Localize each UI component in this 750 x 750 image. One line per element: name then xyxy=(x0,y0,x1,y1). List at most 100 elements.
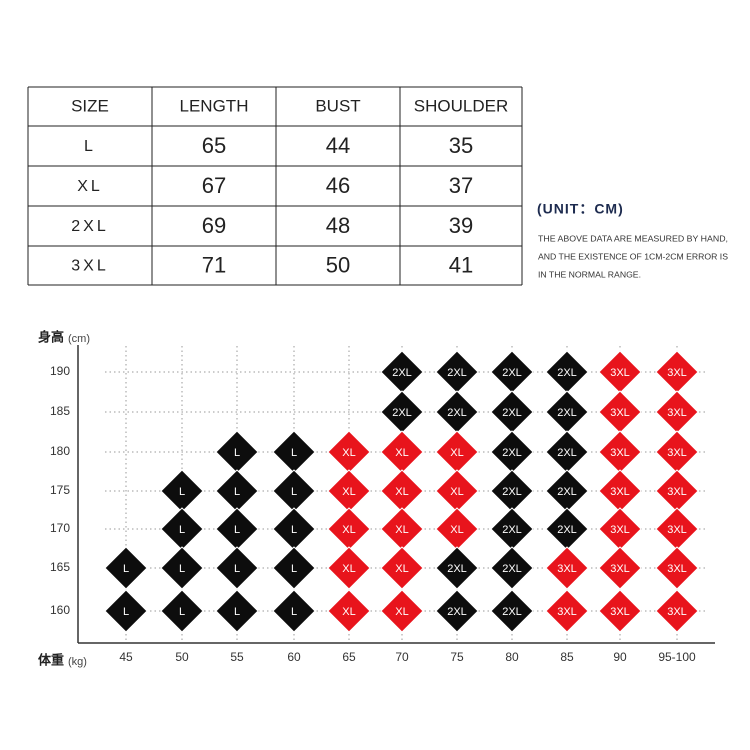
value-cell: 67 xyxy=(202,173,226,198)
size-label: XL xyxy=(395,524,408,536)
size-diamond xyxy=(104,589,148,633)
size-label: 3XL xyxy=(557,606,577,618)
y-tick-label: 175 xyxy=(50,483,70,497)
size-label: 2XL xyxy=(502,447,522,459)
value-cell: 48 xyxy=(326,213,350,238)
value-cell: 37 xyxy=(449,173,473,198)
size-label: XL xyxy=(450,447,463,459)
size-diamond xyxy=(215,546,259,590)
size-diamond xyxy=(435,546,479,590)
size-label: 3XL xyxy=(610,407,630,419)
size-label: L xyxy=(179,486,185,498)
value-cell: 46 xyxy=(326,173,350,198)
size-label: XL xyxy=(342,606,355,618)
size-label: L xyxy=(234,447,240,459)
size-diamond xyxy=(545,546,589,590)
size-label: L xyxy=(291,486,297,498)
size-label: 2XL xyxy=(502,367,522,379)
size-diamond xyxy=(490,546,534,590)
size-diamond xyxy=(215,589,259,633)
size-label: 3XL xyxy=(610,447,630,459)
size-label: 2XL xyxy=(447,367,467,379)
y-tick-label: 180 xyxy=(50,444,70,458)
size-label: 3XL xyxy=(610,486,630,498)
size-label: L xyxy=(291,524,297,536)
y-tick-label: 190 xyxy=(50,364,70,378)
x-tick-label: 95-100 xyxy=(658,650,696,664)
size-label: L xyxy=(291,606,297,618)
size-label: L xyxy=(234,563,240,575)
size-label: L xyxy=(234,524,240,536)
size-label: XL xyxy=(450,524,463,536)
size-label: 2XL xyxy=(502,486,522,498)
size-label: XL xyxy=(395,486,408,498)
size-label: XL xyxy=(395,563,408,575)
size-diamond xyxy=(327,546,371,590)
value-cell: 65 xyxy=(202,133,226,158)
size-label: XL xyxy=(342,563,355,575)
x-tick-label: 50 xyxy=(175,650,189,664)
size-label: L xyxy=(123,606,129,618)
size-label: 3XL xyxy=(667,447,687,459)
note-line: IN THE NORMAL RANGE. xyxy=(538,269,641,279)
size-diamond xyxy=(104,546,148,590)
x-tick-label: 75 xyxy=(450,650,464,664)
size-label: L xyxy=(234,486,240,498)
size-label: 3XL xyxy=(557,563,577,575)
size-label: 3XL xyxy=(667,563,687,575)
size-label: 2XL xyxy=(557,447,577,459)
size-diamond xyxy=(272,589,316,633)
y-axis-label: 身高 xyxy=(38,329,64,344)
size-diamond xyxy=(490,589,534,633)
size-label: L xyxy=(291,563,297,575)
size-label: 2XL xyxy=(447,606,467,618)
table-header: BUST xyxy=(315,96,360,115)
x-tick-label: 55 xyxy=(230,650,244,664)
size-diamond xyxy=(655,546,699,590)
size-label: XL xyxy=(342,447,355,459)
size-label: 2XL xyxy=(447,563,467,575)
size-diamond xyxy=(327,589,371,633)
size-label: 3XL xyxy=(667,524,687,536)
size-label: 2XL xyxy=(502,524,522,536)
size-label: 2XL xyxy=(557,524,577,536)
note-line: THE ABOVE DATA ARE MEASURED BY HAND, xyxy=(538,233,728,243)
size-diamond xyxy=(380,589,424,633)
value-cell: 35 xyxy=(449,133,473,158)
size-cell: 2XL xyxy=(71,218,108,235)
x-tick-label: 80 xyxy=(505,650,519,664)
size-label: 3XL xyxy=(667,367,687,379)
size-label: 2XL xyxy=(557,486,577,498)
x-tick-label: 60 xyxy=(287,650,301,664)
value-cell: 41 xyxy=(449,252,473,277)
size-label: 3XL xyxy=(610,606,630,618)
size-diamond xyxy=(272,546,316,590)
x-axis-unit: (kg) xyxy=(68,656,87,668)
value-cell: 71 xyxy=(202,252,226,277)
size-diamond xyxy=(598,589,642,633)
y-tick-label: 160 xyxy=(50,603,70,617)
value-cell: 69 xyxy=(202,213,226,238)
size-diamond xyxy=(160,546,204,590)
size-label: XL xyxy=(395,606,408,618)
table-header: SHOULDER xyxy=(414,96,508,115)
size-label: L xyxy=(179,606,185,618)
unit-note: (UNIT：CM) xyxy=(537,201,624,217)
y-tick-label: 170 xyxy=(50,521,70,535)
size-label: 2XL xyxy=(502,606,522,618)
size-label: 2XL xyxy=(502,563,522,575)
x-tick-label: 70 xyxy=(395,650,409,664)
size-label: 2XL xyxy=(392,367,412,379)
size-label: XL xyxy=(342,486,355,498)
size-label: 2XL xyxy=(557,407,577,419)
size-diamond xyxy=(655,589,699,633)
size-label: 3XL xyxy=(667,606,687,618)
value-cell: 39 xyxy=(449,213,473,238)
size-label: XL xyxy=(342,524,355,536)
size-label: 3XL xyxy=(610,524,630,536)
size-label: L xyxy=(179,524,185,536)
size-diamond xyxy=(435,589,479,633)
size-label: XL xyxy=(395,447,408,459)
